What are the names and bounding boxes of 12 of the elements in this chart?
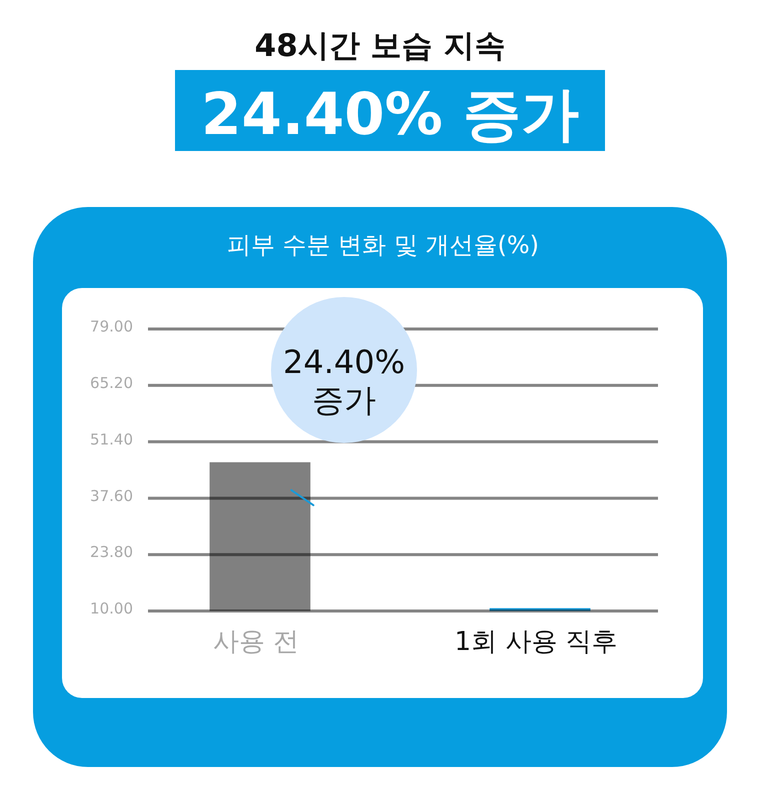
x-tick-label: 사용 전	[212, 627, 300, 657]
annotation: 24.40% 증가	[282, 343, 406, 419]
chart-title: 48시간 보습 지속	[254, 28, 506, 64]
y-tick-label: 79.00	[90, 318, 133, 336]
y-tick-label: 51.40	[90, 430, 133, 448]
chart-subtitle: 24.40% 증가	[201, 80, 579, 148]
y-tick-label: 65.20	[90, 374, 133, 392]
y-tick-label: 37.60	[90, 486, 133, 505]
x-tick-label: 1회 사용 직후	[454, 627, 618, 657]
y-tick-label: 10.00	[90, 600, 133, 618]
y-tick-label: 23.80	[90, 543, 133, 562]
text: 피부 수분 변화 및 개선율(%)	[226, 231, 540, 259]
